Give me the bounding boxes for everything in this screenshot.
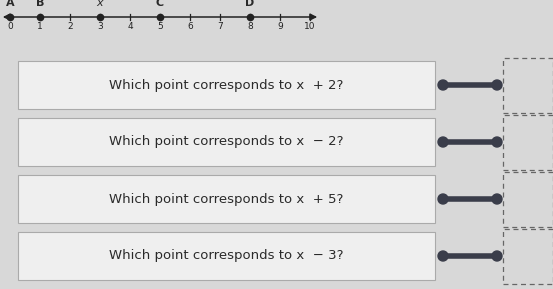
- Text: 0: 0: [7, 22, 13, 31]
- Text: x: x: [97, 0, 103, 8]
- Text: Which point corresponds to x  − 2?: Which point corresponds to x − 2?: [109, 136, 344, 149]
- Circle shape: [492, 80, 502, 90]
- Text: D: D: [246, 0, 254, 8]
- Text: B: B: [36, 0, 44, 8]
- Circle shape: [492, 194, 502, 204]
- Circle shape: [438, 251, 448, 261]
- Text: Which point corresponds to x  + 2?: Which point corresponds to x + 2?: [109, 79, 343, 92]
- Circle shape: [438, 137, 448, 147]
- Text: 1: 1: [37, 22, 43, 31]
- Text: 10: 10: [304, 22, 316, 31]
- Text: 5: 5: [157, 22, 163, 31]
- FancyBboxPatch shape: [18, 175, 435, 223]
- FancyBboxPatch shape: [18, 232, 435, 280]
- Text: 9: 9: [277, 22, 283, 31]
- Text: Which point corresponds to x  − 3?: Which point corresponds to x − 3?: [109, 249, 344, 262]
- Circle shape: [492, 251, 502, 261]
- Text: 2: 2: [67, 22, 73, 31]
- Text: A: A: [6, 0, 14, 8]
- FancyBboxPatch shape: [18, 61, 435, 109]
- Circle shape: [438, 80, 448, 90]
- FancyBboxPatch shape: [18, 118, 435, 166]
- Text: 7: 7: [217, 22, 223, 31]
- Text: 6: 6: [187, 22, 193, 31]
- Circle shape: [438, 194, 448, 204]
- Text: Which point corresponds to x  + 5?: Which point corresponds to x + 5?: [109, 192, 343, 205]
- Text: 4: 4: [127, 22, 133, 31]
- Text: 8: 8: [247, 22, 253, 31]
- Circle shape: [492, 137, 502, 147]
- Text: 3: 3: [97, 22, 103, 31]
- Text: C: C: [156, 0, 164, 8]
